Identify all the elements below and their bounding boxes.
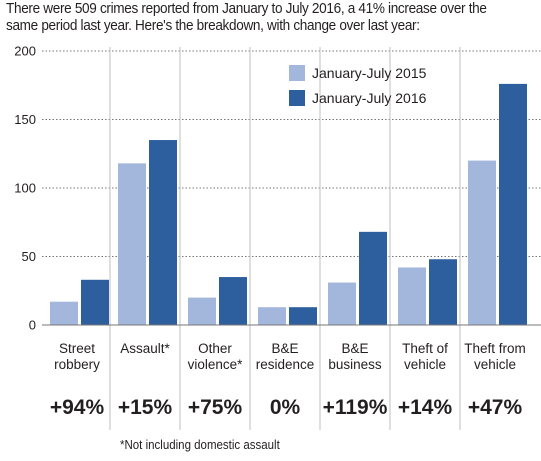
change-label: +119% (323, 396, 388, 419)
category-label: B&E (271, 341, 298, 356)
category-label: vehicle (404, 357, 446, 372)
chart-intro-text: There were 509 crimes reported from Janu… (6, 1, 487, 34)
category-label: residence (256, 357, 315, 372)
bar-2016 (359, 231, 387, 325)
change-label: +75% (188, 396, 243, 419)
bars (42, 83, 541, 326)
category-label: business (328, 357, 382, 372)
category-label: Other (198, 341, 232, 356)
bar-2015 (188, 297, 216, 325)
y-tick-label: 100 (14, 181, 36, 196)
change-label: +14% (398, 396, 453, 419)
category-label: Theft from (464, 341, 526, 356)
y-tick-label: 0 (29, 318, 36, 333)
bar-2015 (328, 282, 356, 325)
legend-swatch-2016 (289, 90, 305, 106)
bar-2015 (118, 163, 146, 325)
gridlines: 0 50 100 150 200 (14, 44, 541, 333)
legend: January-July 2015 January-July 2016 (289, 65, 427, 106)
category-label: robbery (54, 357, 100, 372)
bar-2015 (258, 307, 286, 325)
category-label: vehicle (474, 357, 516, 372)
y-tick-label: 200 (14, 44, 36, 59)
bar-2016 (81, 279, 109, 325)
footnote: *Not including domestic assault (120, 438, 280, 452)
bar-2016 (499, 83, 527, 325)
bar-2015 (50, 301, 78, 325)
change-label: +47% (468, 396, 523, 419)
bar-2016 (429, 259, 457, 325)
bar-2015 (398, 267, 426, 325)
legend-label-2015: January-July 2015 (312, 65, 427, 81)
y-tick-label: 150 (14, 112, 36, 127)
category-dividers (109, 47, 461, 430)
change-label: +15% (118, 396, 173, 419)
bar-2015 (468, 160, 496, 325)
change-label: 0% (270, 396, 301, 419)
change-label: +94% (50, 396, 105, 419)
legend-swatch-2015 (289, 65, 305, 81)
bar-2016 (149, 140, 177, 325)
category-label: Theft of (402, 341, 448, 356)
category-label: violence* (188, 357, 244, 372)
category-label: B&E (341, 341, 368, 356)
bar-2016 (219, 277, 247, 325)
category-label: Street (59, 341, 95, 356)
bar-2016 (289, 307, 317, 325)
y-tick-label: 50 (22, 249, 36, 264)
legend-label-2016: January-July 2016 (312, 90, 427, 106)
category-label: Assault* (120, 341, 170, 356)
